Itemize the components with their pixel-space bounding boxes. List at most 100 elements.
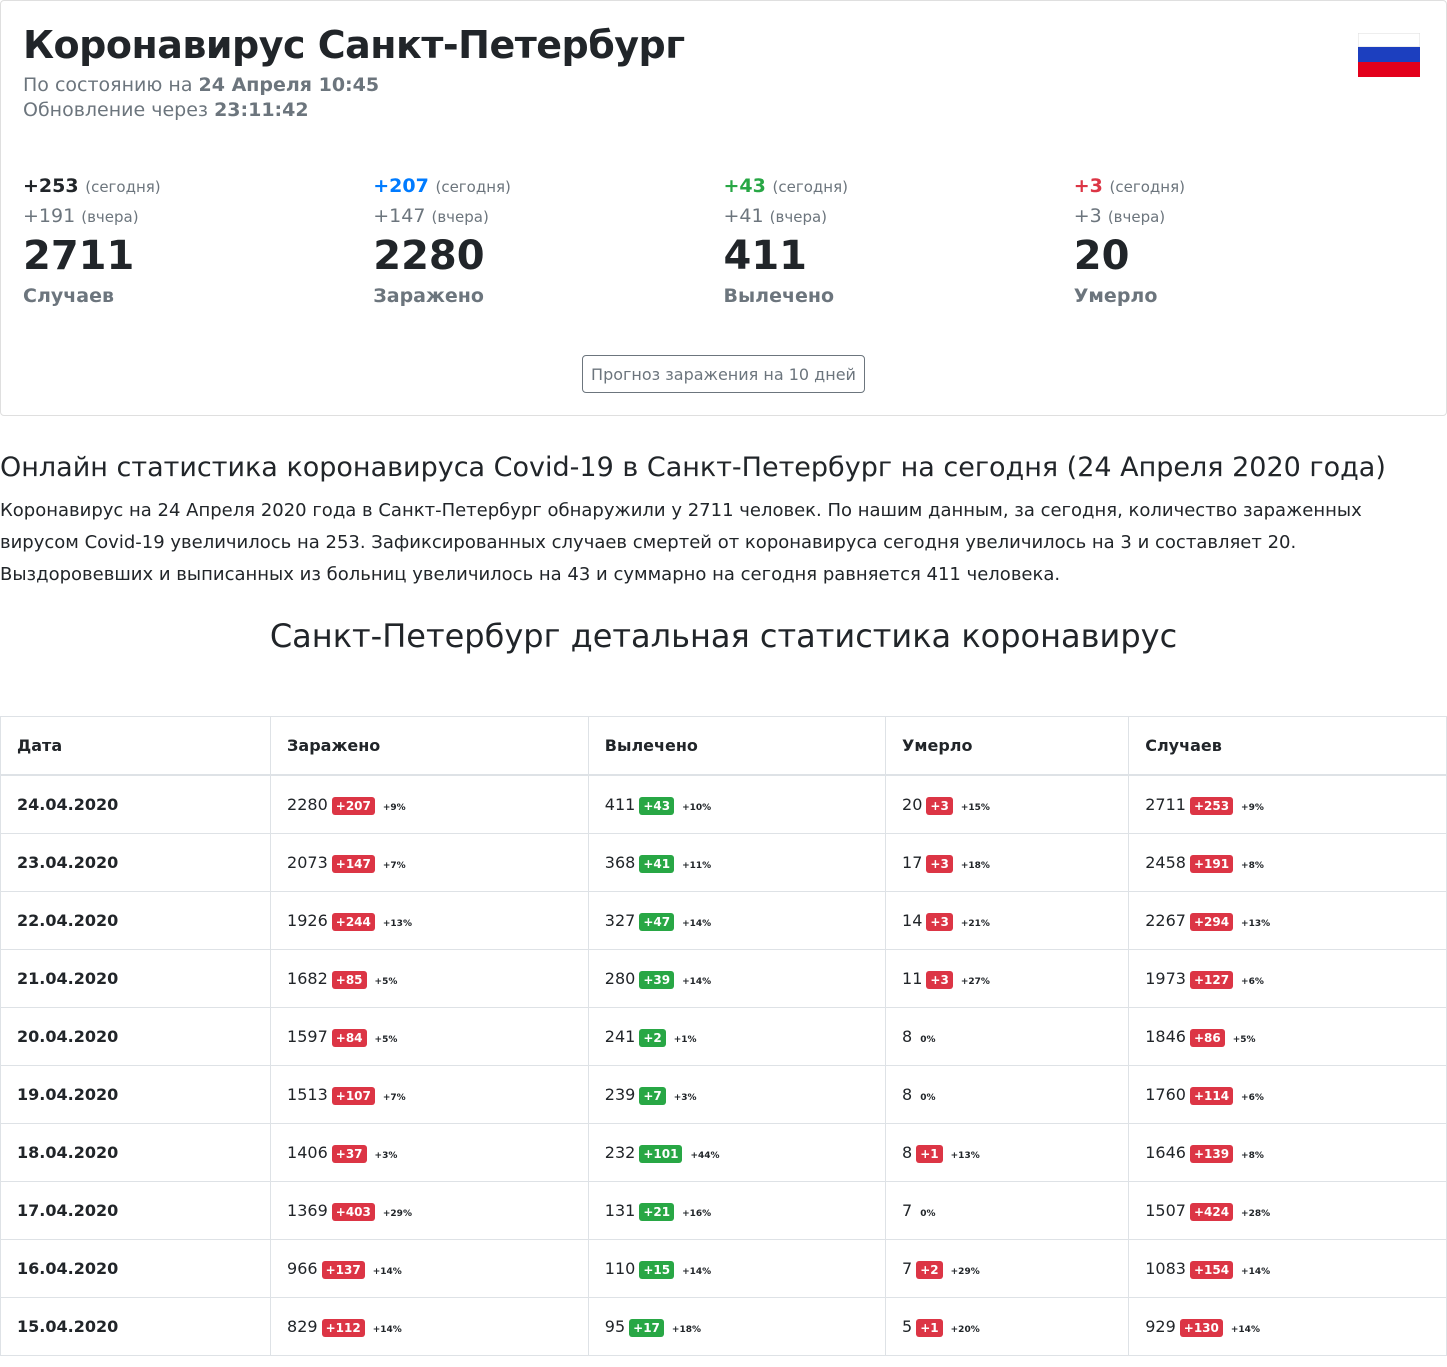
update-value: 23:11:42 <box>214 99 309 121</box>
cell-value: 95 <box>604 1316 626 1336</box>
percent: +27% <box>960 976 990 987</box>
delta-badge: +112 <box>321 1318 365 1337</box>
delta-badge: +127 <box>1189 970 1234 989</box>
today-value: +207 <box>373 175 429 197</box>
total: 20 <box>1073 233 1130 279</box>
today-value: +253 <box>23 175 79 197</box>
date-cell: 16.04.2020 <box>0 1239 272 1298</box>
column-header: Заражено <box>270 716 589 776</box>
date-cell: 15.04.2020 <box>0 1297 272 1356</box>
delta-badge: +101 <box>639 1144 683 1163</box>
stats: +253 (сегодня) +191 (вчера) 2711 Случаев +20… <box>23 175 1424 307</box>
cell-value: 2458 <box>1145 852 1186 872</box>
delta-badge: +7 <box>639 1086 666 1105</box>
delta-badge: +147 <box>331 854 375 873</box>
percent: +8% <box>1241 860 1264 871</box>
stat: +43 (сегодня) +41 (вчера) 411 Вылечено <box>724 175 1074 307</box>
yesterday-value: +147 <box>373 205 426 227</box>
yesterday-label: (вчера) <box>81 208 139 226</box>
cell-value: 131 <box>604 1200 636 1220</box>
total: 2711 <box>23 233 135 279</box>
cell-value: 1597 <box>287 1026 328 1046</box>
cell: 8 +1 +13% <box>885 1123 1130 1182</box>
cell: 7 0% <box>885 1181 1130 1240</box>
cell: 929 +130 +14% <box>1128 1297 1447 1356</box>
cell-value: 8 <box>902 1085 913 1104</box>
date-cell: 19.04.2020 <box>0 1065 272 1124</box>
cell: 1083 +154 +14% <box>1128 1239 1447 1298</box>
cell-value: 110 <box>604 1258 636 1278</box>
cell: 1369 +403 +29% <box>270 1181 589 1240</box>
cell-value: 1083 <box>1145 1258 1186 1278</box>
cell: 239 +7 +3% <box>587 1065 887 1124</box>
delta-badge: +84 <box>331 1028 367 1047</box>
cell: 1646 +139 +8% <box>1128 1123 1447 1182</box>
yesterday-value: +41 <box>723 205 764 227</box>
cell: 1406 +37 +3% <box>270 1123 589 1182</box>
today-label: (сегодня) <box>1109 178 1185 196</box>
percent: +11% <box>682 860 712 871</box>
percent: +5% <box>374 976 398 987</box>
column-header: Дата <box>0 716 272 776</box>
status: По состоянию на 24 Апреля 10:45 Обновлени… <box>23 73 1424 123</box>
cell-value: 1682 <box>287 968 328 988</box>
delta-badge: +37 <box>331 1144 367 1163</box>
percent: 0% <box>920 1093 936 1103</box>
table-row: 18.04.2020 1406 +37 +3% 232 +101 +44% 8 +1 +13% 16… <box>0 1123 1447 1182</box>
cell-value: 1406 <box>287 1142 328 1162</box>
cell-value: 327 <box>604 910 636 930</box>
percent: +9% <box>1241 802 1264 813</box>
yesterday-value: +3 <box>1073 205 1102 227</box>
stat-label: Заражено <box>373 285 484 307</box>
percent: +8% <box>1241 1150 1264 1161</box>
cell-value: 20 <box>902 794 923 814</box>
cell: 966 +137 +14% <box>270 1239 589 1298</box>
cell-value: 280 <box>604 968 636 988</box>
percent: +28% <box>1241 1208 1271 1219</box>
stat-label: Случаев <box>23 285 115 307</box>
percent: +13% <box>950 1150 980 1161</box>
article-heading: Онлайн статистика коронавируса Covid-19 … <box>0 452 1386 483</box>
percent: +6% <box>1241 976 1264 987</box>
delta-badge: +2 <box>916 1260 943 1279</box>
delta-badge: +130 <box>1179 1318 1223 1337</box>
percent: +5% <box>374 1034 398 1045</box>
article-text: Коронавирус на 24 Апреля 2020 года в Сан… <box>0 500 1362 585</box>
cell: 17 +3 +18% <box>885 833 1130 892</box>
status-value: 24 Апреля 10:45 <box>198 74 380 96</box>
yesterday: +41 (вчера) <box>724 205 1074 227</box>
percent: +9% <box>382 802 406 813</box>
table-row: 20.04.2020 1597 +84 +5% 241 +2 +1% 8 0% 1846 +86 +5… <box>0 1007 1447 1066</box>
column-header: Случаев <box>1128 716 1447 776</box>
today-value: +3 <box>1073 175 1103 197</box>
cell: 7 +2 +29% <box>885 1239 1130 1298</box>
delta-badge: +3 <box>926 970 953 989</box>
today: +207 (сегодня) <box>373 175 723 197</box>
forecast-button[interactable]: Прогноз заражения на 10 дней <box>582 355 865 393</box>
percent: 0% <box>920 1209 936 1219</box>
cell-value: 829 <box>287 1316 318 1336</box>
cell: 1513 +107 +7% <box>270 1065 589 1124</box>
cell-value: 8 <box>902 1142 913 1162</box>
cell: 1846 +86 +5% <box>1128 1007 1447 1066</box>
cell: 1973 +127 +6% <box>1128 949 1447 1008</box>
delta-badge: +1 <box>916 1318 943 1337</box>
cell-value: 17 <box>902 852 923 872</box>
percent: +14% <box>372 1324 402 1335</box>
percent: +18% <box>960 860 990 871</box>
cell-value: 966 <box>287 1258 318 1278</box>
cell-value: 368 <box>604 852 636 872</box>
table-row: 21.04.2020 1682 +85 +5% 280 +39 +14% 11 +3 +27% 19… <box>0 949 1447 1008</box>
cell: 14 +3 +21% <box>885 891 1130 950</box>
cell: 232 +101 +44% <box>587 1123 887 1182</box>
delta-badge: +3 <box>926 796 953 815</box>
delta-badge: +15 <box>639 1260 675 1279</box>
delta-badge: +253 <box>1189 796 1234 815</box>
summary-card: Коронавирус Санкт-Петербург По состоянию… <box>0 0 1447 416</box>
date-cell: 23.04.2020 <box>0 833 272 892</box>
table-row: 16.04.2020 966 +137 +14% 110 +15 +14% 7 +2 +29% 10… <box>0 1239 1447 1298</box>
today-label: (сегодня) <box>772 178 848 196</box>
cell: 131 +21 +16% <box>587 1181 887 1240</box>
flag <box>1358 33 1420 77</box>
